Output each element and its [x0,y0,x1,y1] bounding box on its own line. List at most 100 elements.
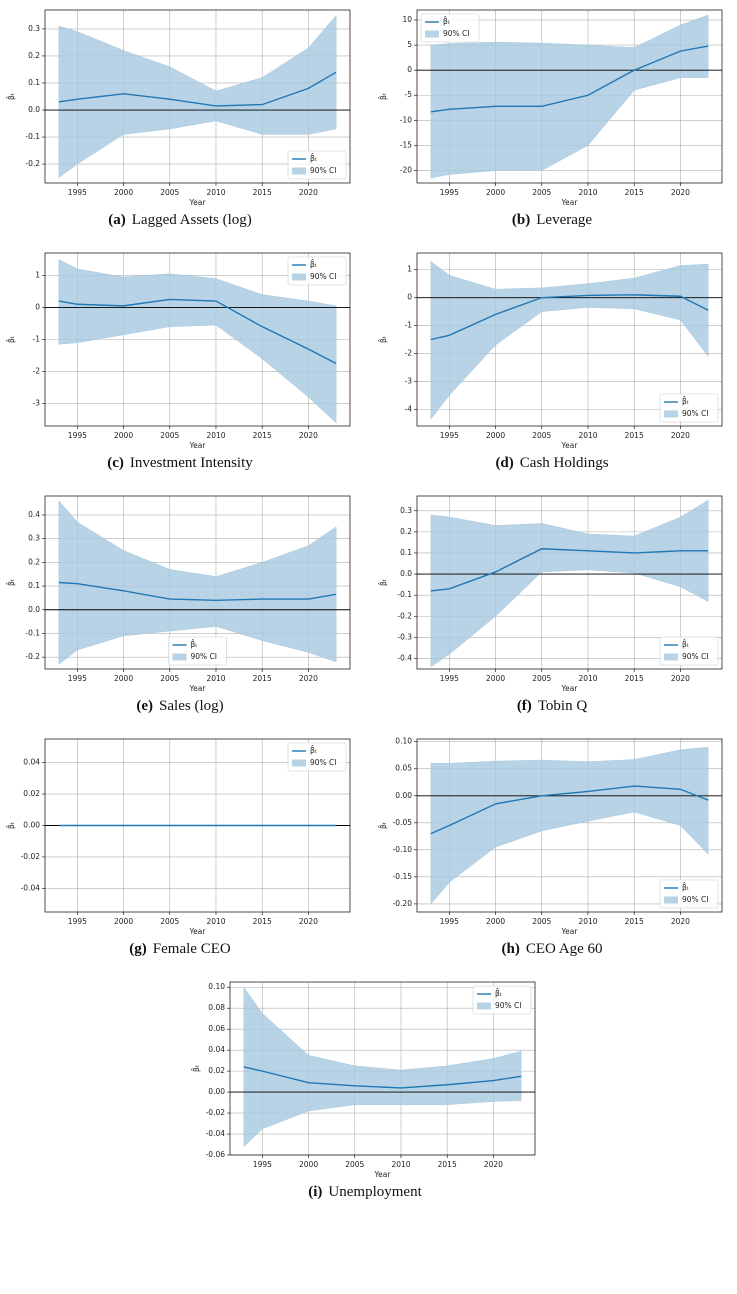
legend-label: β̂ₜ [682,883,689,892]
x-tick-label: 2015 [625,674,644,683]
y-tick-label: 0.08 [208,1003,225,1012]
legend-patch [292,759,306,767]
legend-label: 90% CI [310,272,337,281]
axes-frame [44,252,351,427]
legend-label: 90% CI [682,895,709,904]
legend-label: 90% CI [310,758,337,767]
legend-patch [292,273,306,281]
caption: (c) Investment Intensity [0,455,360,472]
axes-frame [44,9,351,184]
beta-line [58,298,337,365]
y-tick-label: 0.10 [395,737,412,746]
y-tick-label: 0 [407,293,412,302]
x-tick-label: 2015 [253,674,272,683]
x-axis-label: Year [189,927,207,936]
legend-patch [172,653,187,661]
caption: (b) Leverage [372,212,732,229]
y-tick-label: -0.05 [393,818,413,827]
ci-band [243,986,522,1148]
caption-text: CEO Age 60 [525,941,603,957]
legend-label: β̂ₜ [682,640,689,649]
y-tick-label: -3 [33,399,41,408]
y-tick-label: -20 [400,165,412,174]
y-tick-label: -0.06 [206,1150,226,1159]
y-tick-label: 0.0 [400,569,412,578]
x-tick-label: 2020 [299,674,318,683]
ci-band [430,14,709,179]
caption-text: Female CEO [152,941,231,957]
legend-label: 90% CI [495,1001,522,1010]
y-tick-label: 0.10 [208,982,225,991]
x-tick-label: 2010 [578,431,597,440]
y-tick-label: -0.15 [393,872,413,881]
axes-frame [44,495,351,670]
caption-text: Unemployment [328,1184,422,1200]
y-axis-label: β̂ₜ [7,579,16,586]
y-tick-label: 0.4 [28,510,40,519]
subfigure: -0.4 -0.3 -0.2 -0.1 0.0 0.1 0.2 0.3 1995 2000 2005… [372,486,732,728]
x-tick-label: 2005 [160,674,179,683]
y-tick-label: 1 [35,270,40,279]
legend-label: β̂ₜ [495,989,502,998]
beta-line [58,581,337,601]
y-tick-label: 0.1 [400,548,412,557]
y-tick-label: -4 [405,404,413,413]
ci-band [58,500,337,665]
caption-label: (h) [501,941,520,957]
ci-band [58,14,337,179]
ci-band [430,499,709,668]
x-axis-label: Year [374,1170,392,1179]
x-tick-label: 2010 [578,188,597,197]
x-tick-label: 1995 [68,917,87,926]
x-tick-label: 2000 [114,917,133,926]
x-tick-label: 2000 [486,674,505,683]
y-axis-label: β̂ₜ [192,1065,201,1072]
beta-line [430,45,709,113]
y-tick-label: 0.2 [400,527,412,536]
x-tick-label: 2000 [114,674,133,683]
caption-text: Tobin Q [537,698,588,714]
y-tick-label: 0.00 [23,821,40,830]
ci-band [58,258,337,424]
y-axis-label: β̂ₜ [379,93,388,100]
y-tick-label: 0.1 [28,78,40,87]
y-tick-label: 0.02 [208,1066,225,1075]
y-tick-label: 0.00 [208,1087,225,1096]
y-tick-label: -0.1 [397,590,412,599]
x-tick-label: 2000 [486,188,505,197]
x-tick-label: 2020 [671,674,690,683]
x-tick-label: 2005 [160,431,179,440]
ci-band [430,260,709,420]
y-axis-label: β̂ₜ [379,336,388,343]
x-axis-label: Year [561,684,579,693]
legend-patch [664,896,678,904]
x-tick-label: 2005 [532,188,551,197]
x-tick-label: 2005 [532,917,551,926]
y-tick-label: -2 [405,348,413,357]
caption: (h) CEO Age 60 [372,941,732,958]
legend-label: 90% CI [191,652,218,661]
legend-patch [664,410,678,418]
subfigure: -3 -2 -1 0 1 1995 2000 2005 2010 2015 2020 Year β̂ₜ β… [0,243,360,485]
legend-label: β̂ₜ [310,746,317,755]
legend-label: 90% CI [682,652,709,661]
y-tick-label: -2 [33,367,41,376]
beta-line [430,294,709,341]
x-tick-label: 2010 [206,674,225,683]
y-tick-label: 0.04 [23,758,40,767]
axes-frame [416,9,723,184]
x-tick-label: 2010 [206,917,225,926]
subfigure: -20 -15 -10 -5 0 5 10 1995 2000 2005 2010 2015 2020 Y… [372,0,732,242]
legend-label: 90% CI [682,409,709,418]
y-axis-label: β̂ₜ [7,336,16,343]
y-tick-label: 0.05 [395,764,412,773]
legend-label: 90% CI [310,166,337,175]
caption: (i) Unemployment [185,1184,545,1201]
y-tick-label: -10 [400,115,412,124]
caption-label: (a) [108,212,126,228]
subfigure: -0.2 -0.1 0.0 0.1 0.2 0.3 1995 2000 2005 2010 2015… [0,0,360,242]
caption-label: (c) [107,455,124,471]
caption-label: (b) [511,212,531,228]
y-tick-label: 0.02 [23,789,40,798]
chart: -20 -15 -10 -5 0 5 10 1995 2000 2005 2010 2015 2020 Y… [379,9,723,207]
